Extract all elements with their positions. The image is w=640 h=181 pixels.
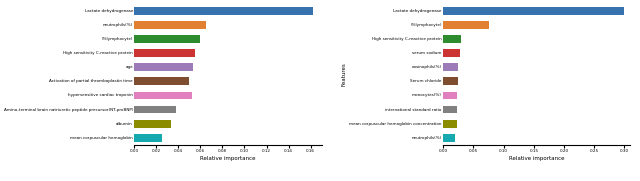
X-axis label: Relative importance: Relative importance bbox=[509, 156, 564, 161]
Bar bbox=[134, 120, 171, 127]
Y-axis label: Features: Features bbox=[342, 62, 347, 86]
Bar bbox=[134, 77, 189, 85]
Bar bbox=[134, 21, 206, 29]
Bar bbox=[444, 92, 457, 99]
Bar bbox=[444, 134, 455, 142]
Bar bbox=[134, 35, 200, 43]
Bar bbox=[134, 106, 176, 113]
Bar bbox=[444, 120, 456, 127]
Bar bbox=[444, 21, 488, 29]
Bar bbox=[134, 7, 313, 14]
Bar bbox=[444, 63, 458, 71]
Bar bbox=[134, 49, 195, 57]
Bar bbox=[134, 134, 162, 142]
X-axis label: Relative importance: Relative importance bbox=[200, 156, 256, 161]
Bar bbox=[444, 106, 456, 113]
Bar bbox=[444, 35, 461, 43]
Bar bbox=[134, 63, 193, 71]
Bar bbox=[134, 92, 191, 99]
Bar bbox=[444, 7, 625, 14]
Y-axis label: Features: Features bbox=[0, 62, 1, 86]
Bar bbox=[444, 49, 460, 57]
Bar bbox=[444, 77, 458, 85]
